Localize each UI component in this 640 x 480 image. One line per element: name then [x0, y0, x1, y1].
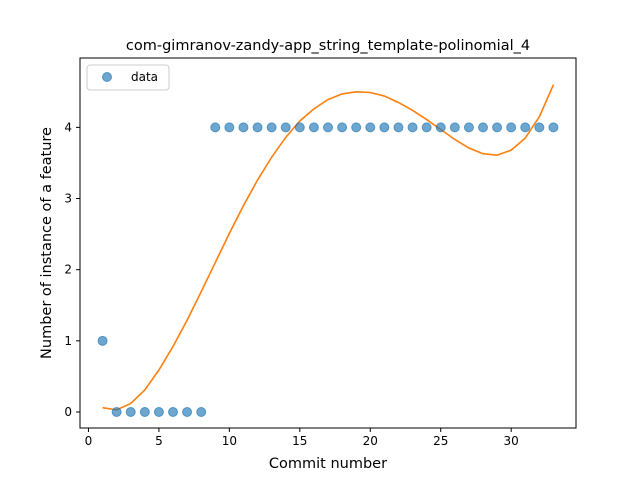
data-point: [449, 122, 460, 133]
data-point: [520, 122, 531, 133]
data-point: [280, 122, 291, 133]
data-point: [548, 122, 559, 133]
data-point: [379, 122, 390, 133]
data-point: [492, 122, 503, 133]
y-tick-label: 0: [64, 405, 72, 419]
data-point: [266, 122, 277, 133]
data-point: [139, 406, 150, 417]
data-point: [252, 122, 263, 133]
legend-label-data: data: [131, 70, 158, 84]
fit-line-group: [102, 84, 555, 411]
data-point: [351, 122, 362, 133]
legend-marker-data: [102, 72, 112, 82]
data-point: [294, 122, 305, 133]
data-point: [153, 406, 164, 417]
data-point: [323, 122, 333, 133]
data-point: [534, 122, 545, 133]
data-point: [393, 122, 404, 133]
data-point: [182, 406, 193, 417]
x-tick-label: 5: [155, 434, 163, 448]
data-point: [308, 122, 319, 133]
plot-frame: [79, 57, 577, 429]
data-point: [407, 122, 418, 133]
x-tick-label: 10: [222, 434, 237, 448]
x-tick-label: 0: [85, 434, 93, 448]
data-point: [97, 335, 108, 346]
data-point: [111, 406, 122, 417]
data-point: [463, 122, 474, 133]
y-tick-label: 3: [64, 192, 72, 206]
fit-line: [102, 84, 555, 411]
y-tick-label: 2: [64, 263, 72, 277]
y-tick-label: 4: [64, 120, 72, 134]
y-tick-label: 1: [64, 334, 72, 348]
x-tick-label: 25: [433, 434, 448, 448]
data-point: [196, 406, 207, 417]
data-point: [365, 122, 376, 133]
data-point: [224, 122, 235, 133]
data-point: [421, 122, 432, 133]
x-axis: 0 5 10 15 20 25 30: [85, 428, 519, 448]
x-axis-label: Commit number: [269, 456, 387, 472]
x-tick-label: 15: [292, 434, 307, 448]
x-tick-label: 30: [504, 434, 519, 448]
plot-area: [79, 57, 577, 429]
x-tick-label: 20: [363, 434, 378, 448]
y-axis-label: Number of instance of a feature: [39, 127, 55, 359]
chart-title: com-gimranov-zandy-app_string_template-p…: [126, 38, 530, 54]
y-axis: 0 1 2 3 4: [64, 120, 80, 419]
data-points-group: [97, 122, 559, 417]
data-point: [337, 122, 348, 133]
data-point: [168, 406, 178, 417]
data-point: [478, 122, 488, 133]
data-point: [125, 406, 136, 417]
data-point: [506, 122, 517, 133]
legend-frame: [86, 64, 170, 91]
data-point: [210, 122, 221, 133]
legend: data: [86, 64, 170, 91]
data-point: [435, 122, 446, 133]
data-point: [238, 122, 249, 133]
